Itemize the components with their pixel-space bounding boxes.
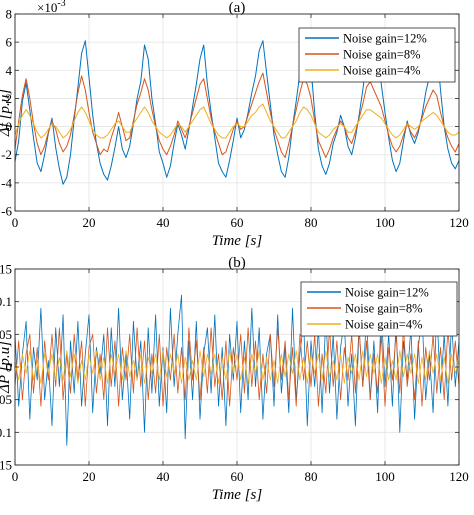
legend-entry: Noise gain=8%: [345, 302, 423, 316]
y-axis-label: Δf [p.u]: [0, 89, 13, 137]
series-line-8pct: [15, 72, 459, 159]
y-tick-label: 0.15: [0, 262, 12, 277]
legend-entry: Noise gain=12%: [345, 286, 429, 300]
y-tick-label: 0.05: [0, 327, 12, 342]
y-tick-label: -6: [1, 204, 12, 219]
y-tick-label: -0.1: [0, 425, 12, 440]
series-line-12pct: [15, 294, 459, 446]
legend: Noise gain=12% Noise gain=8% Noise gain=4%: [300, 281, 458, 337]
x-tick-label: 20: [83, 215, 96, 230]
y-tick-label: 6: [6, 35, 13, 50]
legend-box: [300, 281, 458, 337]
y-tick-label: 0.1: [0, 294, 12, 309]
series-group: [15, 294, 459, 446]
y-tick-label: 8: [6, 7, 13, 22]
series-line-8pct: [15, 327, 459, 407]
series-line-12pct: [15, 40, 459, 185]
x-tick-label: 80: [305, 469, 318, 484]
legend: Noise gain=12% Noise gain=8% Noise gain=4%: [298, 27, 456, 83]
x-tick-label: 80: [305, 215, 318, 230]
legend-box: [298, 27, 456, 83]
panel-a: 0 20 40 60 80 100 120 -6 -4 -2 0 2 4 6 8 (a) Time [s] Δf …: [0, 0, 469, 249]
x-tick-label: 120: [449, 215, 469, 230]
x-tick-label: 100: [375, 469, 395, 484]
x-tick-label: 40: [157, 215, 170, 230]
series-group: [15, 40, 459, 185]
x-axis-label: Time [s]: [212, 233, 263, 249]
y-tick-label: -2: [1, 147, 12, 162]
panel-b: 0 20 40 60 80 100 120 -0.15 -0.1 -0.05 0 0.05 0.1 0.1…: [0, 255, 469, 503]
y-scale-base: ×10: [37, 0, 57, 15]
x-tick-label: 40: [157, 469, 170, 484]
legend-entry: Noise gain=12%: [343, 32, 427, 46]
legend-entry: Noise gain=4%: [345, 318, 423, 332]
legend-entry: Noise gain=8%: [343, 48, 421, 62]
x-tick-label: 120: [449, 469, 469, 484]
x-tick-label: 0: [12, 215, 19, 230]
y-tick-label: 0: [6, 360, 13, 375]
y-tick-label: 0: [6, 119, 13, 134]
x-tick-label: 60: [231, 215, 244, 230]
y-scale-factor: ×10-3: [37, 0, 66, 15]
y-tick-label: -4: [1, 175, 12, 190]
y-scale-exponent: -3: [57, 0, 65, 9]
y-tick-label: -0.15: [0, 458, 12, 473]
x-tick-label: 60: [231, 469, 244, 484]
x-tick-label: 20: [83, 469, 96, 484]
y-tick-label: 4: [6, 63, 13, 78]
y-tick-label: 2: [6, 91, 13, 106]
series-line-4pct: [15, 350, 459, 384]
x-tick-label: 100: [375, 215, 395, 230]
series-line-4pct: [15, 103, 459, 139]
legend-entry: Noise gain=4%: [343, 64, 421, 78]
panel-label: (a): [229, 0, 246, 16]
panel-label: (b): [228, 255, 246, 271]
x-axis-label: Time [s]: [212, 487, 263, 503]
x-tick-label: 0: [12, 469, 19, 484]
y-tick-label: -0.05: [0, 392, 12, 407]
y-axis-label: ΔP [p.u]: [0, 341, 13, 394]
